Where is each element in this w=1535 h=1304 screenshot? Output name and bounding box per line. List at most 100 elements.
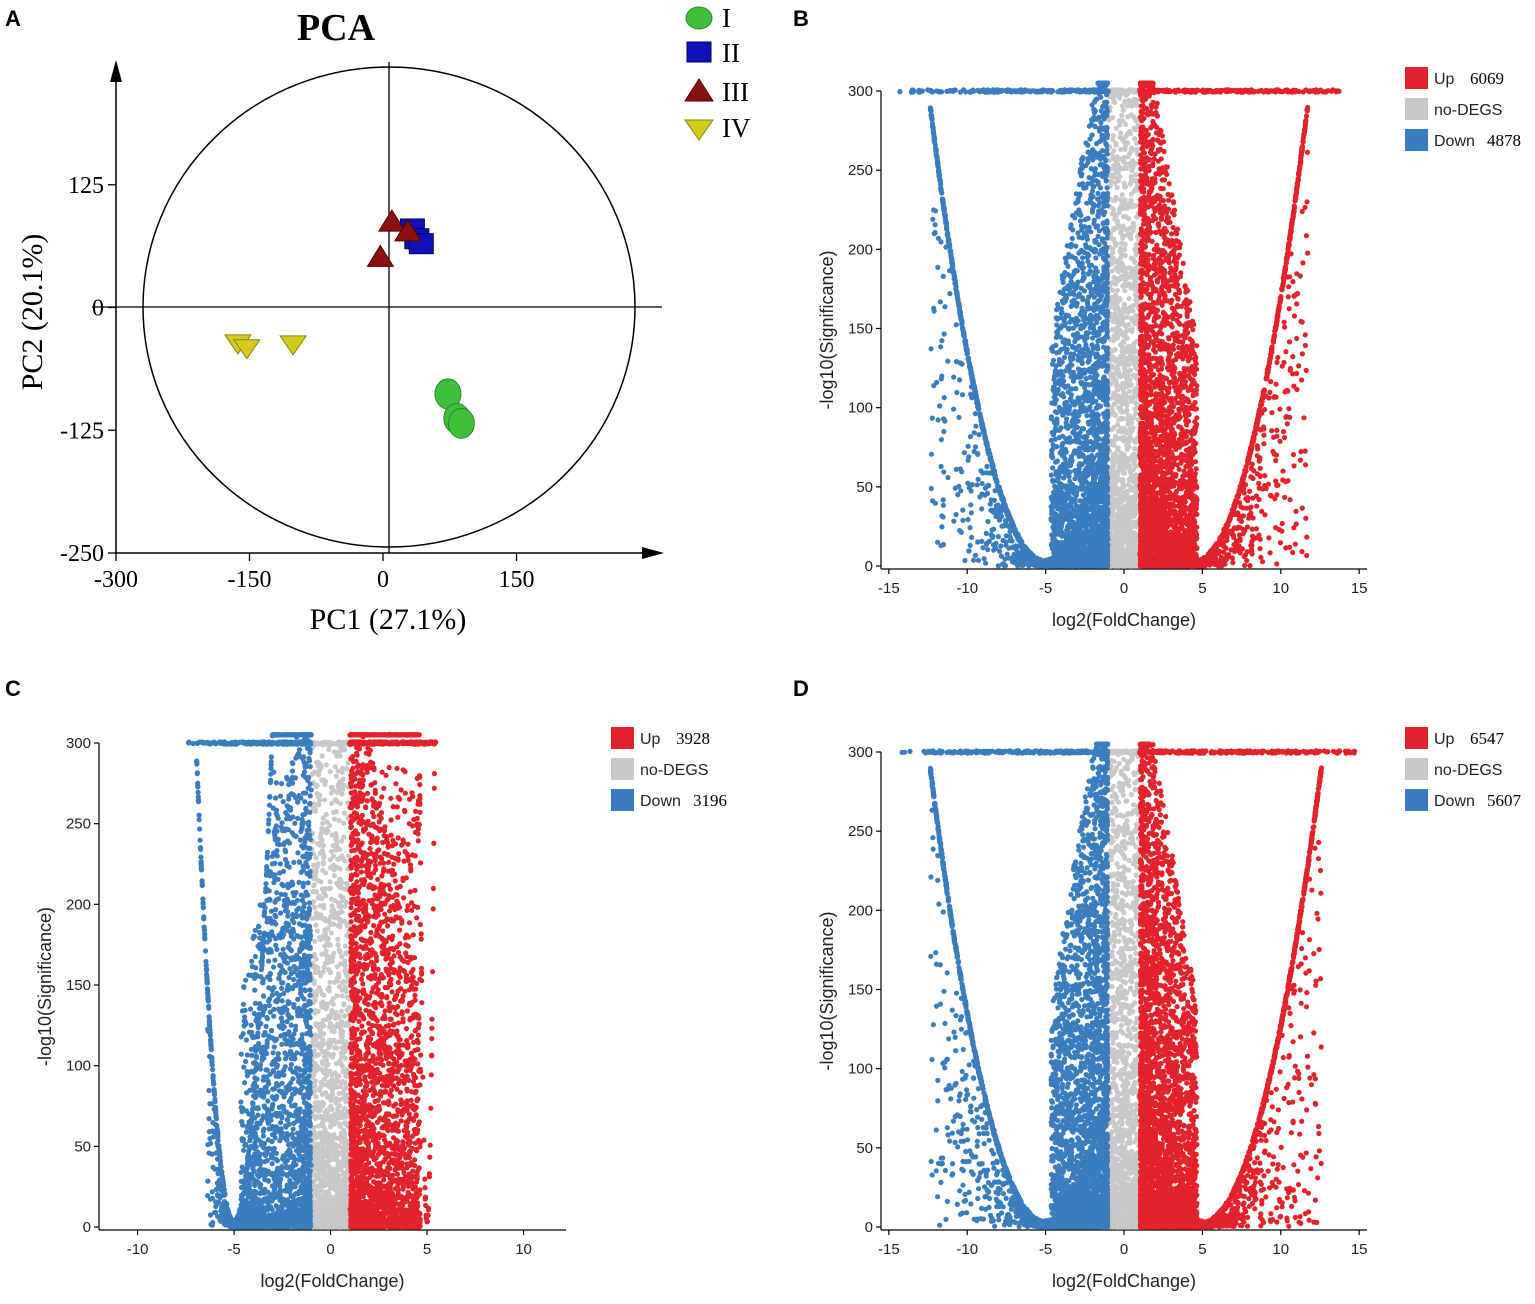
volcano-point bbox=[1109, 405, 1114, 410]
volcano-point bbox=[1111, 338, 1116, 343]
volcano-point bbox=[1129, 318, 1134, 323]
volcano-point bbox=[1118, 166, 1123, 171]
volcano-y-label: -log10(Significance) bbox=[817, 250, 837, 409]
volcano-point bbox=[1127, 281, 1132, 286]
volcano-point bbox=[1125, 314, 1130, 319]
volcano-point bbox=[1111, 133, 1116, 138]
volcano-point bbox=[1116, 178, 1121, 183]
volcano-point bbox=[1111, 392, 1116, 397]
volcano-point bbox=[1131, 479, 1136, 484]
volcano-point bbox=[1117, 523, 1122, 528]
volcano-point bbox=[1124, 494, 1129, 499]
volcano-point bbox=[1113, 380, 1118, 385]
volcano-point bbox=[1126, 88, 1131, 93]
volcano-point bbox=[1110, 523, 1115, 528]
volcano-point bbox=[1129, 104, 1134, 109]
volcano-point bbox=[1111, 198, 1116, 203]
volcano-point bbox=[1117, 498, 1122, 503]
pca-x-tick-label: -300 bbox=[94, 567, 138, 593]
volcano-point bbox=[1118, 88, 1123, 93]
volcano-point bbox=[1126, 439, 1131, 444]
volcano-point bbox=[1120, 493, 1125, 498]
volcano-point bbox=[1133, 274, 1138, 279]
volcano-point bbox=[1113, 477, 1118, 482]
volcano-y-tick-label: 200 bbox=[848, 241, 873, 258]
volcano-point bbox=[1121, 159, 1126, 164]
volcano-point bbox=[1115, 218, 1120, 223]
volcano-point bbox=[1118, 197, 1123, 202]
volcano-x-tick-label: 15 bbox=[1351, 580, 1368, 597]
volcano-point bbox=[1111, 425, 1116, 430]
volcano-y-tick-label: 150 bbox=[848, 321, 873, 338]
volcano-point bbox=[1117, 545, 1122, 550]
volcano-point bbox=[1129, 399, 1134, 404]
volcano-point bbox=[1123, 391, 1128, 396]
volcano-point bbox=[1133, 365, 1138, 370]
volcano-point bbox=[1123, 214, 1128, 219]
volcano-point bbox=[1132, 390, 1137, 395]
pca-point-group-i bbox=[448, 408, 474, 438]
volcano-point bbox=[1127, 519, 1132, 524]
volcano-point bbox=[1132, 204, 1137, 209]
volcano-point bbox=[1113, 333, 1118, 338]
pca-x-label: PC1 (27.1%) bbox=[310, 603, 467, 636]
volcano-point bbox=[1133, 411, 1138, 416]
volcano-point bbox=[1134, 401, 1139, 406]
volcano-point bbox=[1108, 179, 1113, 184]
volcano-point bbox=[1124, 359, 1129, 364]
volcano-point bbox=[1121, 563, 1126, 568]
volcano-point bbox=[1128, 131, 1133, 136]
volcano-point bbox=[1111, 227, 1116, 232]
volcano-point bbox=[1132, 474, 1137, 479]
volcano-point bbox=[1116, 322, 1121, 327]
pca-y-tick-label: -250 bbox=[60, 541, 104, 567]
volcano-x-label: log2(FoldChange) bbox=[1052, 610, 1196, 630]
volcano-point bbox=[1117, 224, 1122, 229]
volcano-point bbox=[1118, 130, 1123, 135]
legend-marker-group-i bbox=[686, 7, 712, 29]
volcano-point bbox=[1124, 403, 1129, 408]
volcano-point bbox=[1119, 241, 1124, 246]
volcano-x-tick-label: 10 bbox=[1272, 580, 1289, 597]
volcano-point bbox=[1124, 460, 1129, 465]
volcano-point bbox=[1118, 462, 1123, 467]
volcano-point bbox=[1124, 166, 1129, 171]
volcano-point bbox=[1120, 236, 1125, 241]
volcano-point bbox=[1118, 328, 1123, 333]
volcano-point bbox=[1123, 382, 1128, 387]
pca-y-tick-label: -125 bbox=[60, 418, 104, 444]
volcano-point bbox=[1113, 159, 1118, 164]
volcano-point bbox=[1116, 370, 1121, 375]
volcano-point bbox=[1129, 168, 1134, 173]
volcano-point bbox=[1115, 538, 1120, 543]
pca-point-group-iv bbox=[280, 336, 306, 355]
volcano-point bbox=[1116, 563, 1121, 568]
volcano-point bbox=[1111, 355, 1116, 360]
volcano-y-tick-label: 0 bbox=[865, 558, 873, 575]
volcano-point bbox=[1124, 503, 1129, 508]
volcano-point bbox=[1118, 409, 1123, 414]
volcano-point bbox=[1121, 206, 1126, 211]
volcano-point bbox=[1120, 427, 1125, 432]
volcano-point bbox=[1109, 295, 1114, 300]
volcano-point bbox=[1123, 253, 1128, 258]
legend-marker-group-ii bbox=[687, 42, 711, 62]
volcano-point bbox=[1113, 314, 1118, 319]
volcano-point bbox=[1131, 178, 1136, 183]
volcano-point bbox=[1129, 503, 1134, 508]
volcano-point bbox=[1117, 122, 1122, 127]
volcano-point bbox=[1127, 275, 1132, 280]
volcano-point bbox=[1133, 252, 1138, 257]
volcano-point bbox=[1134, 242, 1139, 247]
volcano-x-tick-label: -15 bbox=[878, 580, 900, 597]
volcano-point bbox=[1113, 412, 1118, 417]
volcano-point bbox=[1122, 247, 1127, 252]
legend-label-iv: IV bbox=[722, 113, 751, 143]
volcano-x-tick-label: 5 bbox=[1198, 580, 1206, 597]
volcano-point bbox=[1119, 136, 1124, 141]
volcano-y-tick-label: 250 bbox=[848, 162, 873, 179]
pca-y-axis-arrow bbox=[110, 60, 122, 82]
volcano-point bbox=[1116, 362, 1121, 367]
volcano-point bbox=[1130, 158, 1135, 163]
volcano-point bbox=[1132, 287, 1137, 292]
